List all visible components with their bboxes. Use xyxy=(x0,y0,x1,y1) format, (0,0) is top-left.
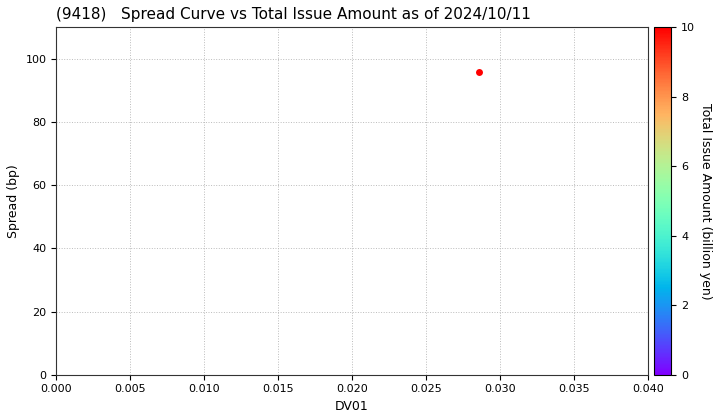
Text: (9418)   Spread Curve vs Total Issue Amount as of 2024/10/11: (9418) Spread Curve vs Total Issue Amoun… xyxy=(56,7,531,22)
X-axis label: DV01: DV01 xyxy=(335,400,369,413)
Y-axis label: Total Issue Amount (billion yen): Total Issue Amount (billion yen) xyxy=(698,103,711,299)
Y-axis label: Spread (bp): Spread (bp) xyxy=(7,164,20,238)
Point xyxy=(473,68,485,75)
